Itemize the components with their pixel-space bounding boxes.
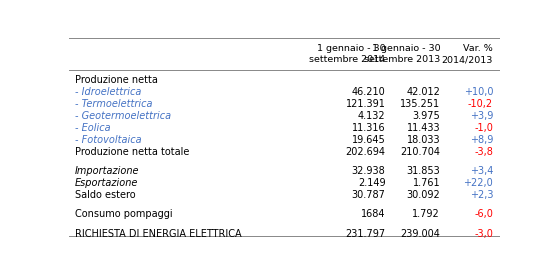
Text: 1.792: 1.792 [412, 209, 440, 219]
Text: +8,9: +8,9 [470, 135, 493, 145]
Text: 1.761: 1.761 [412, 178, 440, 188]
Text: 18.033: 18.033 [406, 135, 440, 145]
Text: 135.251: 135.251 [400, 99, 440, 109]
Text: 210.704: 210.704 [400, 147, 440, 157]
Text: - Eolica: - Eolica [74, 123, 110, 133]
Text: 202.694: 202.694 [346, 147, 386, 157]
Text: 239.004: 239.004 [400, 229, 440, 239]
Text: 32.938: 32.938 [352, 166, 386, 176]
Text: -3,8: -3,8 [474, 147, 493, 157]
Text: 42.012: 42.012 [406, 87, 440, 97]
Text: +3,4: +3,4 [470, 166, 493, 176]
Text: 1684: 1684 [361, 209, 386, 219]
Text: Consumo pompaggi: Consumo pompaggi [74, 209, 172, 219]
Text: -1,0: -1,0 [474, 123, 493, 133]
Text: +2,3: +2,3 [470, 190, 493, 200]
Text: 1 gennaio - 30
settembre 2014: 1 gennaio - 30 settembre 2014 [309, 44, 386, 64]
Text: -3,0: -3,0 [474, 229, 493, 239]
Text: +22,0: +22,0 [463, 178, 493, 188]
Text: -6,0: -6,0 [474, 209, 493, 219]
Text: Esportazione: Esportazione [74, 178, 138, 188]
Text: RICHIESTA DI ENERGIA ELETTRICA: RICHIESTA DI ENERGIA ELETTRICA [74, 229, 241, 239]
Text: -10,2: -10,2 [468, 99, 493, 109]
Text: 2.149: 2.149 [358, 178, 386, 188]
Text: - Idroelettrica: - Idroelettrica [74, 87, 141, 97]
Text: 11.433: 11.433 [406, 123, 440, 133]
Text: 1 gennaio - 30
settembre 2013: 1 gennaio - 30 settembre 2013 [364, 44, 440, 64]
Text: 19.645: 19.645 [352, 135, 386, 145]
Text: 46.210: 46.210 [352, 87, 386, 97]
Text: - Fotovoltaica: - Fotovoltaica [74, 135, 141, 145]
Text: 11.316: 11.316 [352, 123, 386, 133]
Text: Produzione netta totale: Produzione netta totale [74, 147, 189, 157]
Text: 30.787: 30.787 [352, 190, 386, 200]
Text: Importazione: Importazione [74, 166, 139, 176]
Text: 121.391: 121.391 [346, 99, 386, 109]
Text: +10,0: +10,0 [463, 87, 493, 97]
Text: 231.797: 231.797 [345, 229, 386, 239]
Text: +3,9: +3,9 [470, 111, 493, 121]
Text: 30.092: 30.092 [406, 190, 440, 200]
Text: 4.132: 4.132 [358, 111, 386, 121]
Text: Produzione netta: Produzione netta [74, 75, 158, 85]
Text: - Termoelettrica: - Termoelettrica [74, 99, 152, 109]
Text: 3.975: 3.975 [412, 111, 440, 121]
Text: - Geotermoelettrica: - Geotermoelettrica [74, 111, 170, 121]
Text: Var. %
2014/2013: Var. % 2014/2013 [442, 44, 493, 64]
Text: Saldo estero: Saldo estero [74, 190, 135, 200]
Text: 31.853: 31.853 [406, 166, 440, 176]
